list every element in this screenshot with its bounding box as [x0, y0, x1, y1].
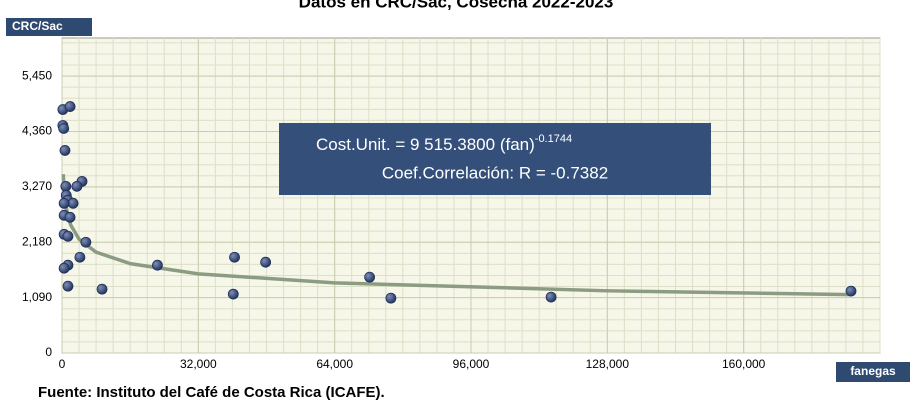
- point: [71, 180, 83, 192]
- point: [58, 123, 70, 134]
- x-label-box: [836, 362, 910, 382]
- point: [227, 288, 239, 300]
- annotation: Coef.Correlación: R = -0.7382: [382, 163, 608, 182]
- point: [67, 197, 79, 209]
- source: Fuente: Instituto del Café de Costa Rica…: [38, 384, 385, 401]
- annotation-exponent: -0.1744: [535, 133, 572, 145]
- x-tick-label: 96,000: [453, 357, 490, 371]
- point: [364, 271, 376, 283]
- point: [74, 251, 86, 263]
- point: [545, 291, 557, 303]
- y-tick-label: 0: [45, 345, 52, 359]
- point: [58, 262, 70, 274]
- x-tick-label: 64,000: [316, 357, 353, 371]
- point: [64, 101, 76, 112]
- x-tick-label: 32,000: [180, 357, 217, 371]
- y-tick-label: 5,450: [22, 68, 52, 82]
- annotation: Cost.Unit. = 9 515.3800 (fan)-0.1744: [316, 133, 572, 155]
- x-tick-label: 128,000: [586, 357, 630, 371]
- point: [80, 236, 92, 248]
- marks: [57, 101, 857, 304]
- y-tick-label: 4,360: [22, 124, 52, 138]
- y-label-box: [6, 18, 92, 36]
- point: [845, 285, 857, 297]
- x-tick-label: 0: [59, 357, 66, 371]
- point: [229, 251, 240, 263]
- point: [152, 259, 163, 271]
- y-axis-label: CRC/Sac: [12, 19, 63, 33]
- point: [59, 145, 71, 156]
- grid: [61, 38, 881, 354]
- y-tick-label: 3,270: [22, 179, 52, 193]
- x-tick-label: 160,000: [722, 357, 766, 371]
- point: [62, 230, 74, 242]
- point: [96, 283, 108, 295]
- x-axis-label: fanegas: [850, 364, 896, 378]
- point: [64, 211, 76, 223]
- annotation-box: [279, 123, 711, 195]
- point: [60, 180, 72, 192]
- point: [260, 256, 272, 268]
- point: [62, 280, 74, 292]
- y-tick-label: 2,180: [22, 234, 52, 248]
- annotation-text: Cost.Unit. = 9 515.3800 (fan): [316, 135, 535, 154]
- point: [385, 292, 397, 304]
- point: [58, 197, 70, 209]
- y-tick-label: 1,090: [22, 290, 52, 304]
- chart-title: Datos en CRC/Sac, Cosecha 2022-2023: [299, 0, 614, 11]
